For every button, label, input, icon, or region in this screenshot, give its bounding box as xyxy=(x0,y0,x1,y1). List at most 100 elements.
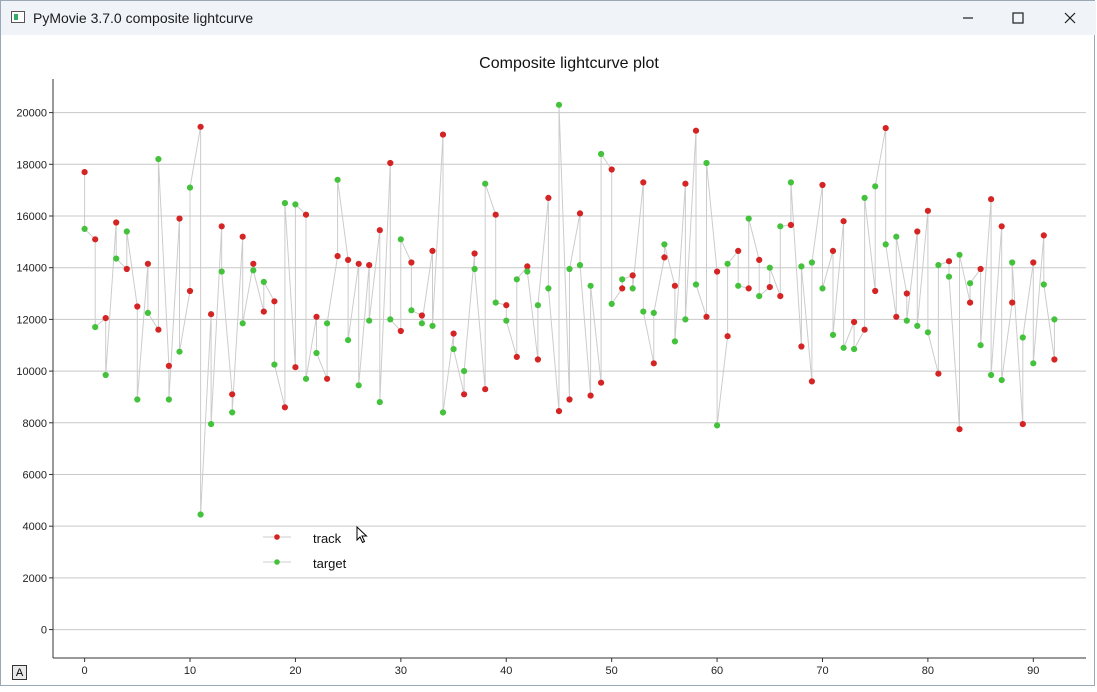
target-point xyxy=(92,324,99,331)
target-point xyxy=(302,375,310,382)
target-point xyxy=(503,317,510,324)
y-tick-label: 6000 xyxy=(23,469,47,481)
target-point xyxy=(576,262,584,269)
track-point xyxy=(597,379,605,386)
track-point xyxy=(671,282,679,289)
x-tick-label: 90 xyxy=(1027,665,1039,677)
track-point xyxy=(102,315,109,322)
track-point xyxy=(808,378,816,385)
target-point xyxy=(534,302,542,309)
track-point xyxy=(186,287,194,295)
target-point xyxy=(418,320,426,327)
target-point xyxy=(650,309,657,317)
title-bar[interactable]: PyMovie 3.7.0 composite lightcurve xyxy=(1,1,1096,35)
target-point xyxy=(977,342,984,349)
target-point xyxy=(924,329,932,336)
track-point xyxy=(534,356,542,363)
track-point xyxy=(1019,421,1026,428)
target-point xyxy=(545,285,552,292)
target-point xyxy=(281,200,289,207)
target-point xyxy=(1019,334,1026,341)
track-point xyxy=(966,299,974,306)
track-point xyxy=(334,253,341,260)
close-button[interactable] xyxy=(1047,1,1093,35)
target-point xyxy=(808,259,816,266)
series-connector-line xyxy=(84,104,1055,515)
track-point xyxy=(355,260,362,267)
track-point xyxy=(324,375,331,382)
target-point xyxy=(429,322,436,330)
target-point xyxy=(313,349,320,357)
y-tick-label: 18000 xyxy=(16,159,47,171)
target-point xyxy=(250,267,257,274)
target-point xyxy=(239,320,246,327)
track-point xyxy=(524,263,531,270)
minimize-icon xyxy=(963,17,973,19)
track-point xyxy=(777,293,784,300)
target-point xyxy=(176,348,183,355)
track-point xyxy=(893,313,900,320)
grid-lines xyxy=(53,112,1086,631)
target-point xyxy=(345,337,352,344)
y-tick-label: 10000 xyxy=(16,366,47,378)
x-tick-label: 80 xyxy=(922,665,934,677)
track-point xyxy=(987,196,995,203)
target-point xyxy=(81,225,88,232)
maximize-button[interactable] xyxy=(995,1,1041,35)
track-point xyxy=(1009,299,1016,306)
target-point xyxy=(756,293,763,300)
target-point xyxy=(597,150,605,158)
plot-area[interactable]: Composite lightcurve plot 0 2000 4000 6000 8… xyxy=(1,35,1096,687)
track-point xyxy=(882,124,889,132)
target-point xyxy=(334,176,341,183)
track-point xyxy=(735,247,742,254)
track-point xyxy=(850,318,858,326)
track-point xyxy=(724,333,731,340)
target-point xyxy=(144,309,151,317)
track-point xyxy=(861,326,868,333)
track-point xyxy=(703,313,710,320)
target-point xyxy=(513,276,520,283)
track-point xyxy=(787,221,795,229)
close-icon xyxy=(1064,12,1076,24)
target-point xyxy=(271,361,278,368)
target-point xyxy=(903,317,910,324)
target-point xyxy=(524,268,531,275)
minimize-button[interactable] xyxy=(945,1,991,35)
y-tick-labels: 0 2000 4000 6000 8000 10000 12000 14000 16000 180… xyxy=(16,108,53,637)
target-point xyxy=(998,377,1005,384)
x-tick-labels: 0 10 20 30 40 50 60 70 80 90 xyxy=(82,658,1039,677)
track-point xyxy=(313,313,320,320)
target-point xyxy=(292,201,299,208)
target-point xyxy=(682,316,689,323)
legend-track-label: track xyxy=(313,531,342,546)
target-point xyxy=(945,273,953,280)
track-point xyxy=(239,233,246,240)
track-point xyxy=(872,287,879,295)
target-point xyxy=(113,255,120,262)
track-point xyxy=(439,131,447,138)
target-point xyxy=(956,251,963,258)
auto-range-button[interactable]: A xyxy=(12,665,27,680)
track-point xyxy=(450,330,457,337)
track-point xyxy=(281,404,289,411)
track-point xyxy=(503,302,510,309)
track-point xyxy=(218,223,225,230)
x-tick-label: 20 xyxy=(289,665,301,677)
target-point xyxy=(355,382,362,389)
target-point xyxy=(492,299,499,306)
track-point xyxy=(1040,232,1047,239)
track-point xyxy=(998,223,1005,230)
legend[interactable]: track target xyxy=(263,531,347,571)
track-point xyxy=(387,159,394,167)
track-point xyxy=(81,169,88,176)
target-point xyxy=(450,346,457,353)
target-point xyxy=(787,179,795,186)
track-point xyxy=(914,228,921,235)
target-point xyxy=(935,262,942,269)
track-point xyxy=(924,207,932,214)
track-point xyxy=(229,391,236,398)
track-point xyxy=(903,290,910,297)
track-point xyxy=(397,327,404,335)
lightcurve-chart[interactable]: Composite lightcurve plot 0 2000 4000 6000 8… xyxy=(1,35,1096,687)
